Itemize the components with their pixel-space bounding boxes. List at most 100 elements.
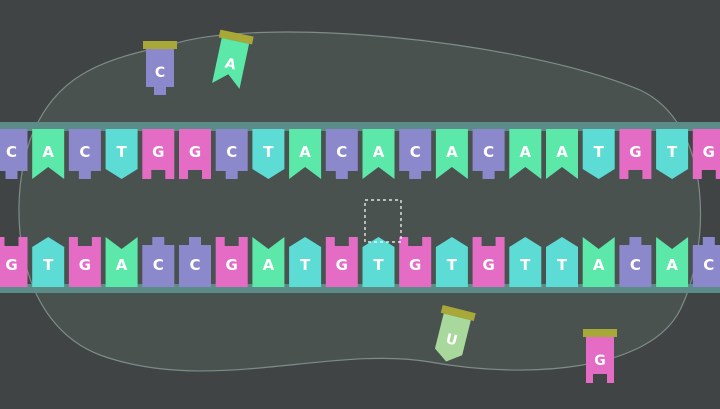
nucleotide-letter: C [226, 143, 237, 161]
nucleotide-C [215, 129, 248, 179]
nucleotide-A [582, 237, 615, 287]
top-strand-nucleotide: A [362, 129, 395, 179]
nucleotide-letter: G [79, 256, 91, 274]
nucleotide-A [546, 129, 578, 179]
free-nucleotide-C: C [143, 41, 177, 95]
bottom-strand-nucleotide: A [582, 237, 615, 287]
nucleotide-letter: T [447, 256, 458, 274]
free-nucleotide-body [212, 38, 250, 89]
top-strand-nucleotide: G [142, 129, 175, 179]
nucleotide-letter: C [703, 256, 714, 274]
nucleotide-cap [143, 41, 177, 49]
nucleotide-letter: C [79, 143, 90, 161]
top-strand-nucleotide: A [435, 129, 468, 179]
nucleotide-letter: T [263, 143, 274, 161]
top-strand-nucleotide: A [32, 129, 65, 179]
nucleotide-C [68, 129, 101, 179]
top-strand-nucleotide: C [399, 129, 432, 179]
nucleotide-letter: T [373, 256, 384, 274]
free-nucleotide-G: G [583, 329, 617, 383]
bottom-strand-nucleotide: G [68, 237, 101, 287]
top-strand-nucleotide: C [68, 129, 101, 179]
nucleotide-letter: C [630, 256, 641, 274]
top-strand-nucleotide: T [252, 129, 285, 179]
nucleotide-letter: C [410, 143, 421, 161]
bottom-strand-nucleotide: G [325, 237, 358, 287]
bottom-strand-nucleotide: T [435, 237, 468, 287]
nucleotide-T [435, 237, 468, 287]
nucleotide-C [692, 237, 720, 287]
nucleotide-T [32, 237, 65, 287]
nucleotide-A [362, 129, 395, 179]
free-nucleotide-body [586, 337, 614, 383]
nucleotide-letter: T [594, 143, 605, 161]
nucleotide-T [362, 237, 395, 287]
top-strand-nucleotide: C [215, 129, 248, 179]
nucleotide-letter: A [299, 143, 311, 161]
bottom-strand-nucleotide: A [252, 237, 285, 287]
nucleotide-C [325, 129, 358, 179]
nucleotide-T [546, 237, 578, 287]
nucleotide-letter: G [336, 256, 348, 274]
top-strand-nucleotide: C [325, 129, 358, 179]
nucleotide-C [142, 237, 175, 287]
bottom-strand-nucleotide: T [362, 237, 395, 287]
bottom-strand-nucleotide: T [32, 237, 65, 287]
nucleotide-C [179, 237, 211, 287]
nucleotide-G [619, 129, 652, 179]
target-slot [364, 199, 402, 243]
nucleotide-letter: G [409, 256, 421, 274]
nucleotide-letter: A [116, 256, 128, 274]
top-strand-nucleotide: C [0, 129, 28, 179]
bottom-strand-nucleotide: C [179, 237, 211, 287]
bottom-strand-nucleotide: G [215, 237, 248, 287]
nucleotide-letter: A [263, 256, 275, 274]
nucleotide-C [472, 129, 505, 179]
top-strand-nucleotide: A [509, 129, 542, 179]
nucleotide-letter: T [667, 143, 678, 161]
top-strand-nucleotide: G [619, 129, 652, 179]
nucleotide-cap [440, 305, 476, 322]
bottom-strand-nucleotide: T [289, 237, 322, 287]
nucleotide-T [289, 237, 322, 287]
nucleotide-letter: G [482, 256, 494, 274]
nucleotide-letter: A [373, 143, 385, 161]
nucleotide-letter: C [336, 143, 347, 161]
bottom-strand-nucleotide: C [692, 237, 720, 287]
nucleotide-letter: G [629, 143, 641, 161]
nucleotide-letter: A [593, 256, 605, 274]
nucleotide-C [0, 129, 28, 179]
nucleotide-G [179, 129, 211, 179]
nucleotide-A [105, 237, 138, 287]
free-nucleotide-letter: A [223, 55, 237, 73]
top-strand-nucleotide: T [105, 129, 138, 179]
nucleotide-letter: T [300, 256, 311, 274]
nucleotide-T [252, 129, 285, 179]
nucleotide-letter: A [666, 256, 678, 274]
bottom-strand-nucleotide: G [0, 237, 28, 287]
nucleotide-T [582, 129, 615, 179]
bottom-strand-nucleotide: T [509, 237, 542, 287]
nucleotide-letter: C [153, 256, 164, 274]
nucleotide-letter: T [43, 256, 54, 274]
top-strand-nucleotide: T [656, 129, 689, 179]
nucleotide-C [399, 129, 432, 179]
nucleotide-letter: T [520, 256, 531, 274]
free-nucleotide-body [434, 313, 471, 362]
bottom-strand-nucleotide: G [399, 237, 432, 287]
top-strand-nucleotide: T [582, 129, 615, 179]
top-strand-backbone [0, 122, 720, 131]
nucleotide-G [0, 237, 28, 287]
nucleotide-letter: A [446, 143, 458, 161]
nucleotide-A [289, 129, 322, 179]
nucleotide-letter: G [152, 143, 164, 161]
free-nucleotide-body [146, 49, 174, 95]
bottom-strand-nucleotide: C [619, 237, 652, 287]
nucleotide-letter: T [116, 143, 127, 161]
nucleotide-A [656, 237, 689, 287]
free-nucleotide-A: A [212, 29, 254, 89]
nucleotide-T [656, 129, 689, 179]
nucleotide-cap [218, 29, 254, 45]
